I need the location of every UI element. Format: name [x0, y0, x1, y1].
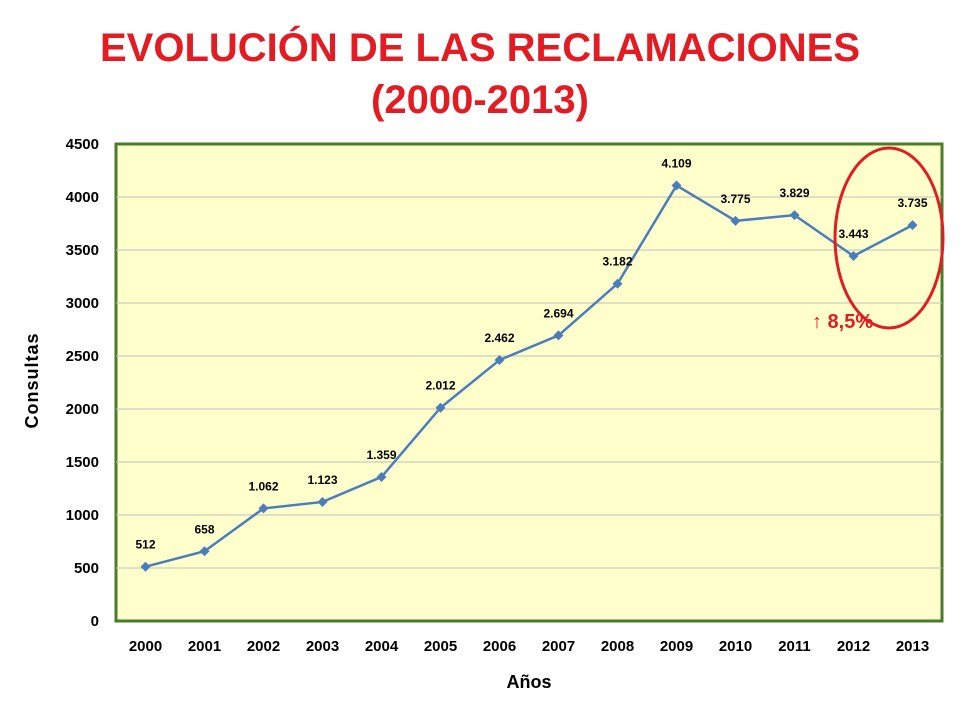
- title-line-1: EVOLUCIÓN DE LAS RECLAMACIONES: [99, 26, 861, 70]
- y-tick-label: 1000: [66, 507, 99, 524]
- y-tick-label: 4500: [66, 136, 99, 153]
- data-label: 512: [135, 538, 155, 552]
- x-tick-label: 2000: [129, 638, 162, 655]
- y-tick-label: 2500: [66, 348, 99, 365]
- x-tick-label: 2013: [896, 638, 929, 655]
- data-point: [848, 251, 859, 262]
- gridlines: [116, 196, 942, 569]
- data-point: [553, 330, 564, 341]
- x-tick-label: 2006: [483, 638, 516, 655]
- y-tick-label: 1500: [66, 454, 99, 471]
- x-tick-label: 2011: [778, 638, 811, 655]
- y-tick-label: 3500: [66, 242, 99, 259]
- data-label: 3.735: [897, 196, 927, 210]
- data-label: 3.182: [602, 255, 632, 269]
- title-line-2: (2000-2013): [371, 78, 589, 122]
- x-tick-label: 2004: [365, 638, 399, 655]
- y-tick-label: 3000: [66, 295, 99, 312]
- data-label: 2.694: [543, 306, 573, 320]
- y-tick-label: 2000: [66, 401, 99, 418]
- x-tick-label: 2001: [188, 638, 221, 655]
- x-tick-label: 2005: [424, 638, 457, 655]
- data-label: 3.443: [838, 227, 868, 241]
- x-tick-label: 2012: [837, 638, 870, 655]
- data-point: [376, 471, 387, 482]
- data-label: 4.109: [661, 156, 691, 170]
- series-markers: [140, 180, 918, 572]
- data-label: 1.123: [307, 473, 337, 487]
- x-tick-label: 2008: [601, 638, 634, 655]
- data-point: [435, 402, 446, 413]
- y-tick-label: 500: [74, 560, 99, 577]
- data-point: [789, 210, 800, 221]
- series-line: [145, 183, 914, 568]
- x-axis-title: Años: [507, 672, 552, 692]
- data-point: [907, 220, 918, 231]
- x-tick-label: 2007: [542, 638, 575, 655]
- y-axis-title: Consultas: [22, 332, 42, 428]
- data-label: 3.775: [720, 192, 750, 206]
- x-tick-label: 2009: [660, 638, 693, 655]
- x-tick-label: 2002: [247, 638, 280, 655]
- data-label: 2.462: [484, 331, 514, 345]
- data-label: 1.359: [366, 448, 396, 462]
- data-point: [199, 546, 210, 557]
- y-tick-label: 4000: [66, 189, 99, 206]
- data-point: [140, 561, 151, 572]
- data-labels: 512 658 1.062 1.123 1.359 2.012 2.462 2.694 3.18…: [135, 156, 927, 551]
- y-tick-label: 0: [91, 613, 99, 630]
- data-point: [730, 215, 741, 226]
- data-point: [494, 355, 505, 366]
- data-point: [671, 180, 682, 191]
- plot-area: [114, 142, 944, 623]
- data-point: [258, 503, 269, 514]
- data-label: 1.062: [248, 479, 278, 493]
- chart-title: EVOLUCIÓN DE LAS RECLAMACIONES (2000-201…: [0, 22, 960, 126]
- y-axis-ticks: 0 500 1000 1500 2000 2500 3000 3500 4000 4500: [66, 136, 99, 630]
- x-tick-label: 2003: [306, 638, 339, 655]
- highlight-circle: [833, 146, 945, 330]
- x-tick-label: 2010: [719, 638, 752, 655]
- x-axis-ticks: 2000 2001 2002 2003 2004 2005 2006 2007 2008 2009…: [129, 638, 929, 655]
- data-point: [612, 278, 623, 289]
- change-annotation: ↑ 8,5%: [812, 311, 873, 333]
- data-label: 658: [194, 522, 214, 536]
- data-label: 2.012: [425, 379, 455, 393]
- data-label: 3.829: [779, 186, 809, 200]
- data-point: [317, 496, 328, 507]
